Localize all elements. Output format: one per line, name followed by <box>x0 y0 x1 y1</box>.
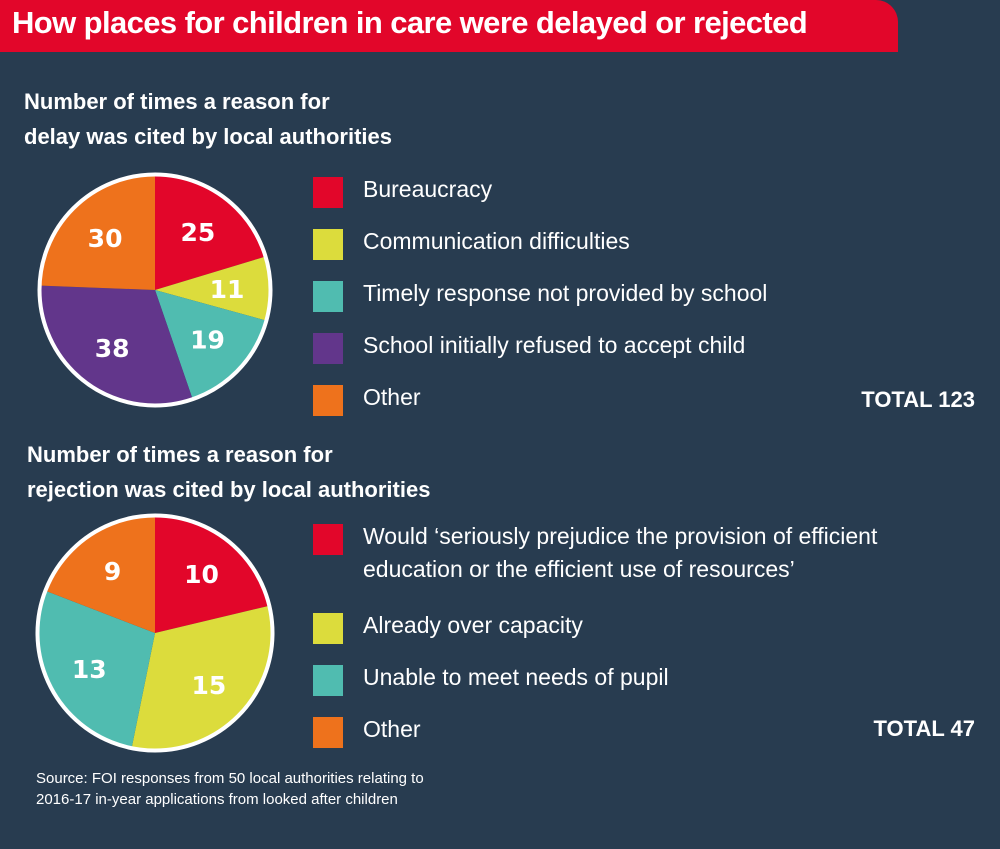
rejection-slice-2 <box>38 591 156 747</box>
source-note: Source: FOI responses from 50 local auth… <box>36 770 424 808</box>
rejection-pie-border <box>35 513 275 753</box>
title-banner: How places for children in care were del… <box>0 0 898 52</box>
rejection-slice-label-3: 9 <box>104 557 121 586</box>
rejection-legend-swatch <box>313 524 343 555</box>
delay-slice-label-3: 38 <box>95 334 130 363</box>
rejection-slice-label-2: 13 <box>72 655 107 684</box>
delay-legend-swatch <box>313 333 343 364</box>
delay-legend-label: Other <box>363 384 421 410</box>
rejection-slice-1 <box>131 606 271 749</box>
delay-pie-border <box>37 172 273 408</box>
rejection-slice-label-0: 10 <box>184 560 219 589</box>
delay-slice-0 <box>155 176 265 290</box>
delay-legend-label: Bureaucracy <box>363 176 493 202</box>
delay-legend-swatch <box>313 177 343 208</box>
rejection-chart-title: Number of times a reason for rejection w… <box>27 442 431 502</box>
rejection-legend-swatch <box>313 665 343 696</box>
delay-slice-label-2: 19 <box>190 325 225 354</box>
delay-total: TOTAL 123 <box>861 387 975 412</box>
rejection-legend-label: Unable to meet needs of pupil <box>363 664 669 690</box>
rejection-slice-0 <box>155 517 268 633</box>
rejection-slice-label-1: 15 <box>192 671 227 700</box>
delay-slice-4 <box>41 176 155 290</box>
delay-pie-chart: 25 11 19 38 30 <box>37 172 273 408</box>
delay-chart-title: Number of times a reason for delay was c… <box>24 89 393 149</box>
delay-legend-swatch <box>313 229 343 260</box>
rejection-total: TOTAL 47 <box>873 716 975 741</box>
rejection-legend-label: Would ‘seriously prejudice the provision… <box>363 523 878 582</box>
page-title: How places for children in care were del… <box>12 5 808 40</box>
delay-slice-1 <box>155 256 269 321</box>
delay-legend-swatch <box>313 385 343 416</box>
rejection-legend-swatch <box>313 717 343 748</box>
rejection-legend-swatch <box>313 613 343 644</box>
delay-legend-label: Communication difficulties <box>363 228 630 254</box>
delay-slice-label-1: 11 <box>210 275 245 304</box>
rejection-legend-label: Other <box>363 716 421 742</box>
delay-slice-label-4: 30 <box>88 224 123 253</box>
rejection-pie-chart: 10 15 13 9 <box>35 513 275 753</box>
delay-legend-label: School initially refused to accept child <box>363 332 746 358</box>
delay-legend-swatch <box>313 281 343 312</box>
rejection-legend-label: Already over capacity <box>363 612 583 638</box>
delay-slice-label-0: 25 <box>181 218 216 247</box>
rejection-slice-3 <box>46 517 155 633</box>
delay-legend-label: Timely response not provided by school <box>363 280 768 306</box>
delay-slice-2 <box>155 290 265 398</box>
